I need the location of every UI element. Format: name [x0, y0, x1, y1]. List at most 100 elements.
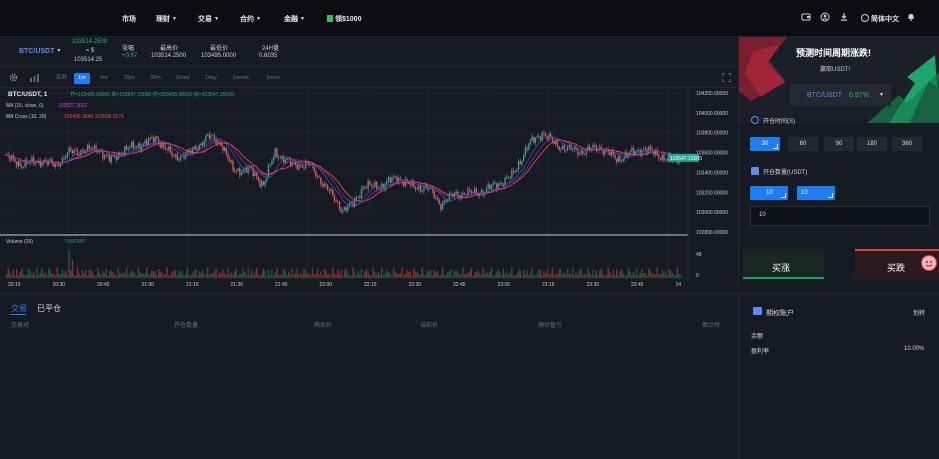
volume-bar [472, 275, 474, 278]
gear-icon[interactable] [9, 73, 18, 82]
profit-rate-label: 盈利率 [751, 349, 770, 355]
buy-up-button[interactable]: 买涨 [743, 249, 824, 279]
volume-bar [622, 273, 625, 278]
nav-finance-2[interactable]: 金融 ▼ [284, 16, 305, 23]
wallet-icon[interactable] [801, 12, 811, 22]
volume-bar [83, 273, 85, 278]
volume-bar [653, 272, 655, 278]
support-chat-icon[interactable] [921, 255, 937, 271]
candle-down [416, 188, 418, 190]
nav-promo[interactable]: 领$1000 [327, 14, 361, 24]
candle-down [414, 186, 417, 189]
volume-bar [577, 274, 579, 278]
volume-bar [556, 274, 559, 278]
candle-up [411, 180, 413, 186]
transfer-link[interactable]: 划转 [913, 311, 926, 317]
candle-down [544, 133, 547, 137]
candle-down [15, 161, 18, 167]
volume-bar [247, 268, 249, 278]
x-tick-label: 20:30 [53, 282, 66, 288]
candle-up [54, 163, 57, 167]
fullscreen-icon[interactable] [721, 72, 732, 83]
volume-bar [676, 267, 679, 278]
price-chart[interactable]: 104200.00000 104000.00000 103800.00000 1036… [0, 88, 736, 290]
chart-type-icon[interactable] [30, 74, 39, 82]
candle-up [355, 197, 358, 200]
nav-market[interactable]: 市场 [122, 16, 136, 23]
candle-up [174, 154, 177, 157]
timeframe-tab-1m[interactable]: 1m [74, 73, 90, 84]
pair-selector[interactable]: BTC/USDT ▼ [19, 48, 62, 55]
volume-bar [347, 273, 349, 278]
volume-bar [174, 270, 177, 278]
tab-trading[interactable]: 交易 [11, 304, 27, 313]
volume-bar [179, 272, 182, 278]
volume-bar [377, 272, 380, 278]
volume-bar [387, 272, 390, 278]
volume-bar [173, 270, 175, 278]
candle-down [644, 148, 647, 150]
tab-closed[interactable]: 已平仓 [37, 304, 61, 313]
timeframe-tab-1day[interactable]: 1day [205, 75, 217, 81]
volume-label: Volume (20) [6, 239, 33, 245]
timeframe-tab-30m[interactable]: 30m [150, 75, 161, 81]
period-option-180[interactable]: 180 [857, 137, 887, 151]
chevron-down-icon: ▼ [256, 16, 261, 22]
volume-bar [337, 269, 339, 278]
volume-bar [651, 273, 653, 278]
timeframe-tab-5m[interactable]: 5m [100, 75, 108, 81]
user-icon[interactable] [820, 12, 830, 22]
volume-bar [494, 273, 496, 278]
timeframe-tab-实时[interactable]: 实时 [56, 75, 68, 81]
candle-up [529, 140, 532, 144]
amount-option-1[interactable]: 10 [750, 186, 788, 200]
timeframe-tab-1hour[interactable]: 1hour [176, 75, 191, 81]
candle-down [255, 172, 258, 177]
volume-bar [343, 270, 346, 278]
candle-up [666, 158, 669, 161]
volume-bar [445, 275, 447, 278]
account-icon [753, 307, 762, 315]
candle-up [379, 188, 381, 190]
pair-dropdown-change: 0.97% [849, 92, 869, 99]
pair-dropdown[interactable]: BTC/USDT 0.97% ▼ [790, 84, 891, 106]
volume-bar [156, 275, 158, 278]
candle-up [590, 148, 592, 150]
nav-contract[interactable]: 合约 ▼ [240, 16, 261, 23]
period-option-60[interactable]: 60 [788, 137, 818, 151]
candlestick-chart-svg[interactable]: 104200.00000 104000.00000 103800.00000 1036… [0, 88, 736, 290]
volume-bar [646, 275, 648, 278]
volume-bar [604, 275, 606, 278]
ma-15-line [4, 137, 681, 205]
candle-up [59, 164, 62, 167]
timeframe-tab-15m[interactable]: 15m [124, 75, 135, 81]
period-option-90[interactable]: 90 [824, 137, 854, 151]
bell-icon[interactable] [906, 12, 916, 22]
candle-down [188, 149, 190, 151]
candle-up [127, 148, 129, 150]
volume-bar [191, 272, 194, 278]
period-option-360[interactable]: 360 [892, 137, 922, 151]
volume-bar [627, 267, 630, 278]
timeframe-tab-1week[interactable]: 1week [233, 75, 249, 81]
candle-down [296, 164, 298, 170]
volume-bar [463, 274, 466, 278]
nav-trade[interactable]: 交易 ▼ [198, 16, 219, 23]
nav-finance[interactable]: 理财 ▼ [156, 16, 177, 23]
volume-bar [485, 272, 488, 278]
volume-bar [614, 275, 616, 278]
candle-down [543, 132, 545, 134]
candle-down [369, 181, 371, 185]
volume-bar [656, 267, 658, 278]
download-icon[interactable] [839, 12, 849, 22]
period-option-30[interactable]: 30 [750, 137, 780, 151]
timeframe-tab-1mon[interactable]: 1mon [266, 75, 280, 81]
amount-input[interactable]: 10 [750, 206, 930, 226]
language-selector[interactable]: 简体中文 [861, 14, 899, 24]
candle-down [653, 150, 655, 155]
volume-bar [86, 275, 89, 278]
ma-slow-line [4, 139, 681, 202]
candle-down [370, 184, 373, 186]
amount-option-2[interactable]: 10 [797, 186, 835, 200]
volume-bar [97, 267, 99, 278]
